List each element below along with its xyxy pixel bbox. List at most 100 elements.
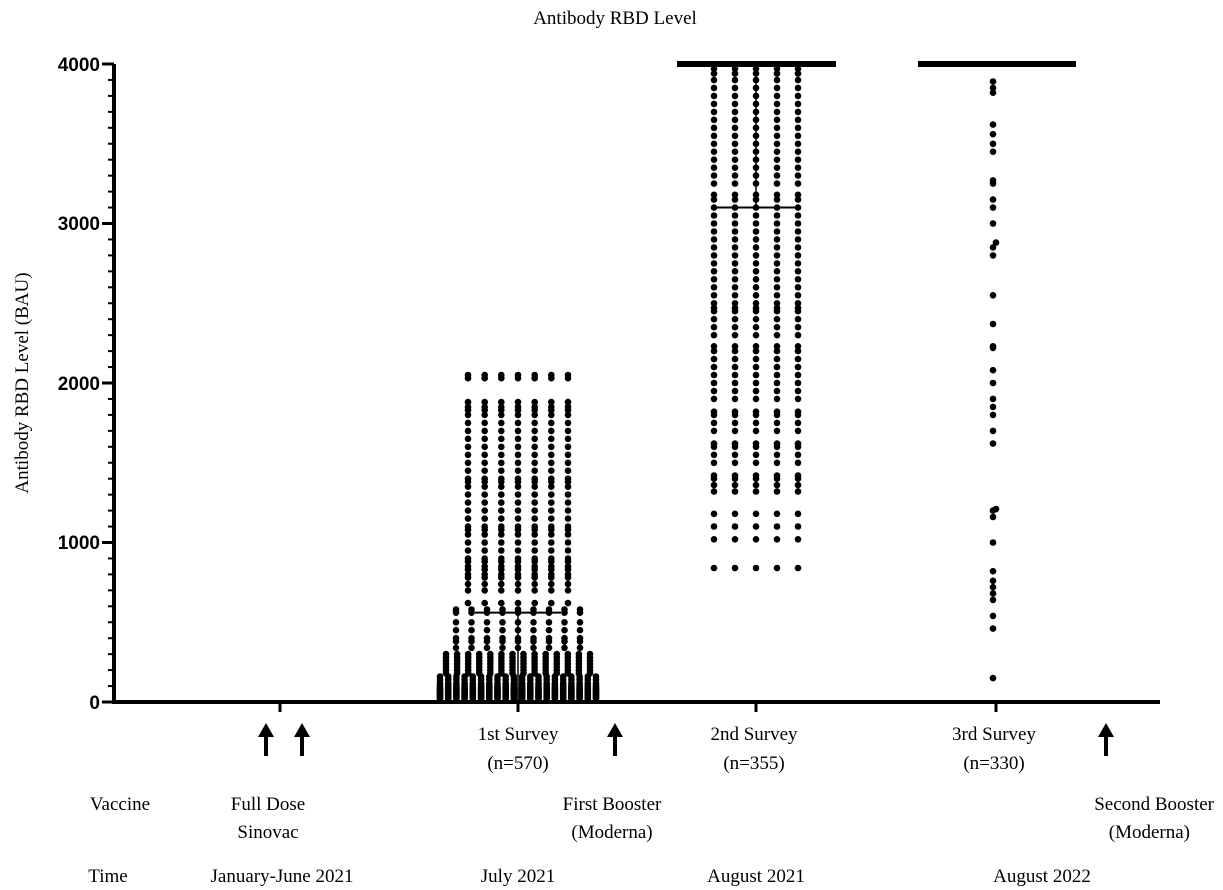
survey1-point — [564, 580, 572, 588]
survey2-point — [710, 236, 718, 243]
survey1-point — [464, 657, 472, 664]
survey2-point — [794, 156, 802, 163]
survey1-point — [442, 657, 450, 664]
survey2-point — [794, 564, 802, 572]
survey2-point — [752, 536, 760, 543]
survey2-point — [752, 387, 760, 395]
survey2-point — [794, 355, 802, 363]
survey2-point — [710, 276, 718, 283]
survey1-point — [548, 459, 555, 467]
survey2-point — [794, 510, 802, 518]
survey1-point — [564, 443, 572, 451]
survey2-point — [731, 212, 739, 219]
survey1-point — [592, 681, 600, 688]
survey1-point — [498, 435, 505, 443]
survey2-point — [710, 124, 718, 132]
survey2-point — [710, 472, 718, 479]
survey1-point — [545, 634, 553, 642]
survey2-point — [710, 363, 718, 371]
survey1-point — [548, 427, 555, 435]
survey1-point — [564, 523, 572, 530]
survey1-point — [498, 459, 505, 467]
survey3-point — [989, 411, 997, 419]
survey3-point — [989, 344, 997, 352]
survey1-point — [548, 523, 555, 530]
survey1-point — [576, 673, 583, 680]
survey2-point — [731, 132, 739, 140]
survey2-point — [773, 315, 781, 323]
survey1-point — [498, 419, 505, 427]
survey1-point — [514, 523, 522, 530]
survey2-point — [794, 427, 802, 435]
survey1-point — [576, 626, 584, 634]
survey1-point — [514, 451, 522, 459]
event-arrow-head — [294, 723, 310, 737]
survey2-point — [794, 92, 802, 100]
survey1-point — [553, 657, 561, 664]
survey1-point — [464, 587, 472, 594]
survey1-point — [498, 580, 505, 588]
survey2-point — [752, 347, 760, 355]
survey2-point — [773, 76, 781, 84]
survey3-point — [989, 196, 997, 203]
survey1-point — [464, 475, 472, 483]
survey2-point — [773, 300, 781, 307]
survey3-point — [989, 577, 997, 585]
survey1-point — [568, 681, 575, 688]
survey1-point — [531, 507, 538, 514]
survey3-point — [989, 320, 997, 328]
survey1-point — [531, 451, 538, 459]
survey2-point — [773, 156, 781, 163]
survey1-point — [464, 398, 472, 406]
survey1-point — [531, 459, 538, 467]
survey2-point — [731, 140, 739, 148]
survey2-point — [731, 331, 739, 339]
survey2-point — [752, 252, 760, 259]
survey2-point — [773, 84, 781, 92]
survey1-point — [531, 435, 538, 443]
survey2-point — [731, 523, 739, 530]
survey1-point — [498, 515, 505, 522]
survey1-point — [548, 475, 555, 483]
survey2-point — [773, 276, 781, 283]
survey1-point — [584, 689, 592, 696]
survey2-point — [773, 164, 781, 171]
survey2-point — [773, 260, 781, 267]
survey1-point — [548, 507, 555, 514]
survey2-point — [731, 451, 739, 459]
survey2-point — [731, 395, 739, 403]
survey2-point — [773, 510, 781, 518]
survey1-point — [531, 483, 538, 491]
survey2-point — [731, 300, 739, 307]
survey2-point — [731, 459, 739, 467]
survey1-point — [502, 673, 510, 680]
survey1-point — [559, 673, 567, 680]
median-lines — [475, 61, 1076, 702]
vaccine-event-1-line2: Sinovac — [237, 822, 298, 843]
survey1-point — [559, 681, 567, 688]
survey1-point — [481, 475, 489, 483]
survey3-point — [989, 403, 997, 411]
survey1-point — [477, 673, 485, 680]
survey3-point — [989, 583, 997, 591]
survey1-point — [444, 689, 452, 696]
survey1-point — [498, 547, 505, 554]
survey1-point — [442, 666, 450, 674]
survey1-point — [436, 681, 444, 688]
survey1-point — [498, 475, 505, 483]
survey2-point — [773, 387, 781, 395]
survey2-point — [731, 164, 739, 171]
survey1-point — [475, 666, 483, 674]
survey2-point — [710, 76, 718, 84]
survey2-point — [773, 244, 781, 251]
survey2-point — [710, 92, 718, 100]
survey2-point — [731, 268, 739, 275]
survey1-point — [564, 435, 572, 443]
survey2-point — [773, 564, 781, 572]
survey2-point — [731, 244, 739, 251]
survey1-point — [481, 371, 489, 379]
survey2-point — [731, 411, 739, 419]
vaccine-event-2-line1: First Booster — [563, 794, 662, 815]
survey1-point — [564, 403, 572, 411]
survey2-point — [794, 76, 802, 84]
